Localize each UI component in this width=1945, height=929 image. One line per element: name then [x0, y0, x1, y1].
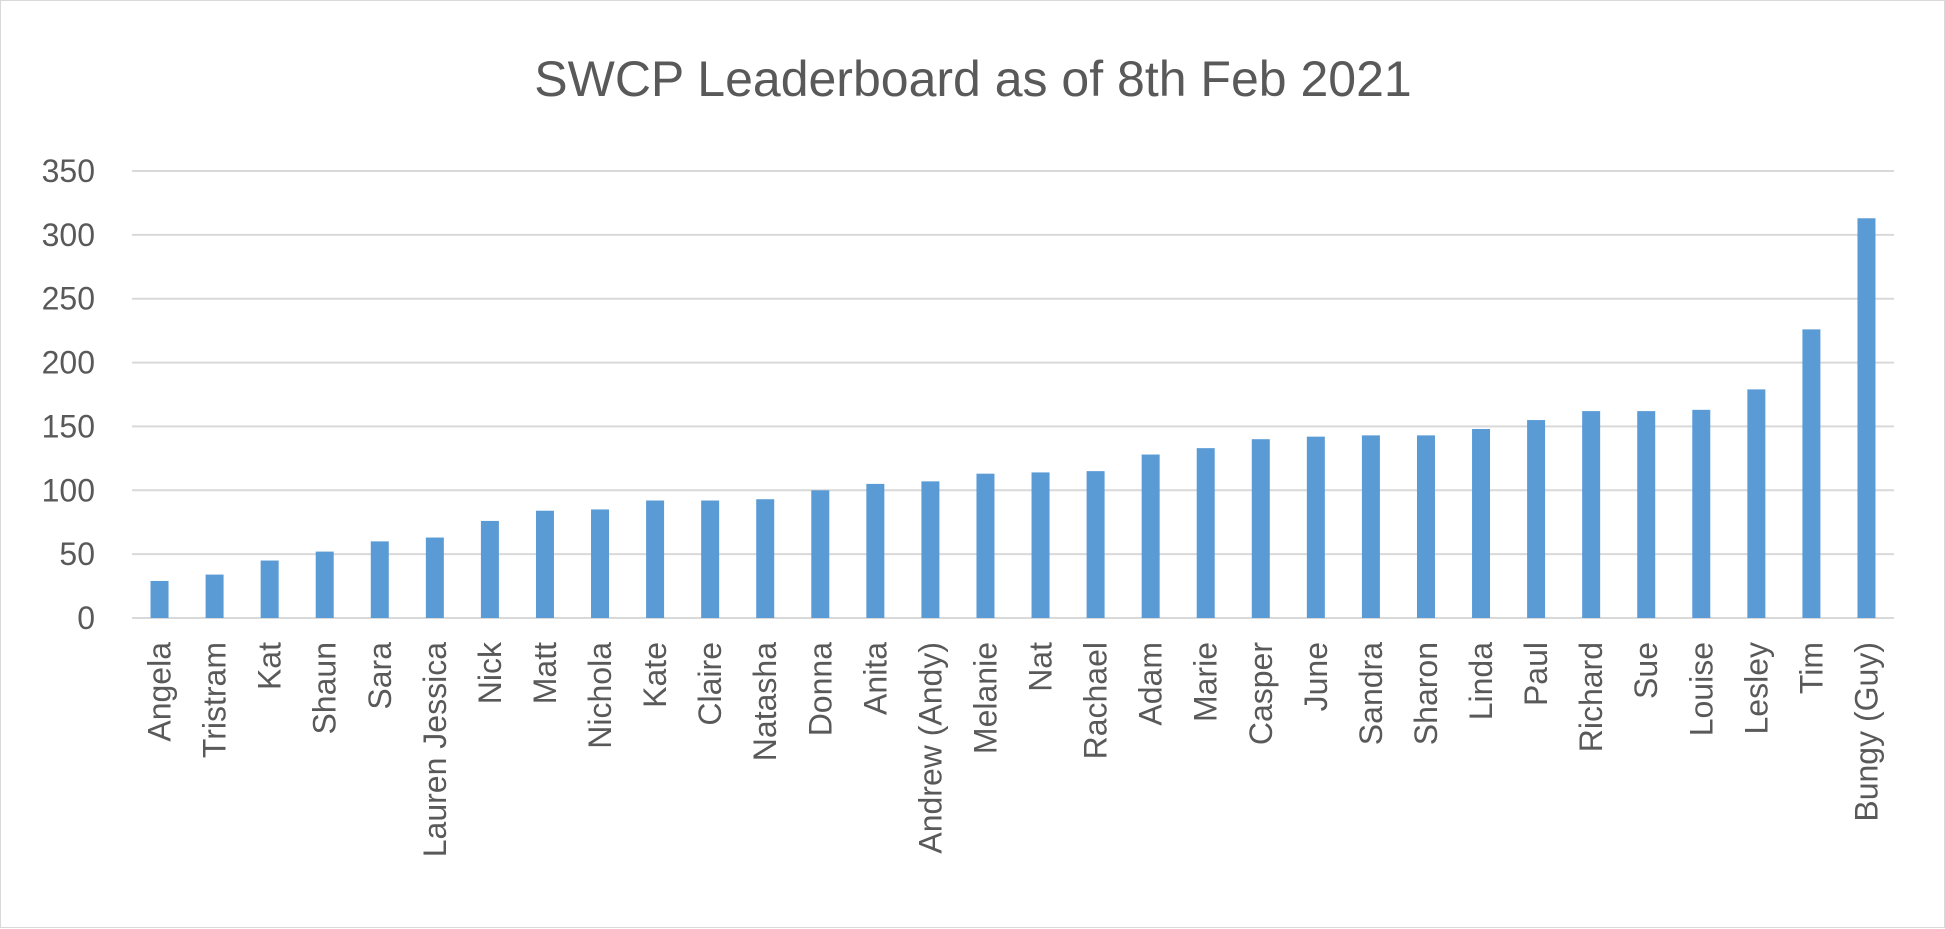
x-category-label: Nat — [1023, 642, 1059, 692]
bar — [591, 509, 610, 618]
x-category-label: Donna — [802, 642, 838, 737]
gridlines — [132, 170, 1894, 619]
bar — [701, 500, 720, 618]
x-axis-labels: Angela Tristram Kat Shaun Sara Lauren Jessica… — [142, 641, 1885, 857]
bar — [535, 510, 554, 618]
x-category-label: Adam — [1133, 642, 1169, 726]
x-category-label: June — [1298, 642, 1334, 711]
bar — [1141, 454, 1160, 618]
bar — [1472, 428, 1491, 618]
bar — [315, 551, 334, 618]
bar — [756, 499, 775, 618]
chart-title: SWCP Leaderboard as of 8th Feb 2021 — [534, 51, 1411, 107]
bar — [1031, 472, 1050, 618]
bar — [1086, 471, 1105, 618]
x-category-label: Rachael — [1078, 642, 1114, 759]
bar — [1361, 435, 1380, 618]
y-tick-label: 350 — [42, 153, 95, 189]
bar — [1416, 435, 1435, 618]
bar — [205, 574, 224, 618]
x-category-label: Tim — [1793, 642, 1829, 694]
y-tick-label: 100 — [42, 472, 95, 508]
bar — [866, 483, 885, 618]
bar — [1692, 409, 1711, 618]
x-category-label: Melanie — [967, 642, 1003, 754]
x-category-label: Sandra — [1353, 642, 1389, 745]
bar — [976, 473, 995, 618]
bar — [1196, 448, 1215, 618]
bar — [1251, 439, 1270, 618]
x-category-label: Sue — [1628, 642, 1664, 699]
bar — [1306, 436, 1325, 618]
x-category-label: Andrew (Andy) — [912, 642, 948, 854]
y-tick-label: 150 — [42, 408, 95, 444]
y-tick-label: 200 — [42, 345, 95, 381]
y-tick-label: 300 — [42, 217, 95, 253]
bars — [150, 218, 1876, 619]
bar — [646, 500, 665, 618]
x-category-label: Angela — [142, 642, 178, 742]
x-category-label: Nichola — [582, 642, 618, 749]
bar — [150, 580, 169, 618]
x-category-label: Linda — [1463, 642, 1499, 721]
bar — [1857, 218, 1876, 619]
bar — [1582, 411, 1601, 618]
bar — [1802, 329, 1821, 618]
bar — [1637, 411, 1656, 618]
x-category-label: Paul — [1518, 642, 1554, 706]
x-category-label: Shaun — [307, 642, 343, 735]
x-category-label: Richard — [1573, 642, 1609, 752]
bar — [260, 560, 279, 618]
y-axis-ticks: 0 50 100 150 200 250 300 350 — [42, 153, 95, 636]
x-category-label: Natasha — [747, 642, 783, 761]
y-tick-label: 50 — [59, 536, 95, 572]
bar — [811, 490, 830, 618]
x-category-label: Matt — [527, 642, 563, 704]
bar — [1747, 389, 1766, 618]
x-category-label: Casper — [1243, 642, 1279, 746]
x-category-label: Louise — [1683, 642, 1719, 736]
x-category-label: Bungy (Guy) — [1848, 642, 1884, 822]
x-category-label: Lesley — [1738, 642, 1774, 735]
x-category-label: Kat — [252, 642, 288, 690]
y-tick-label: 0 — [77, 600, 95, 636]
x-category-label: Claire — [692, 642, 728, 726]
bar — [1527, 420, 1546, 618]
y-tick-label: 250 — [42, 281, 95, 317]
x-category-label: Sharon — [1408, 642, 1444, 745]
x-category-label: Marie — [1188, 642, 1224, 722]
bar — [921, 481, 940, 618]
x-category-label: Sara — [362, 642, 398, 710]
bar — [425, 537, 444, 618]
x-category-label: Nick — [472, 641, 508, 704]
x-category-label: Kate — [637, 642, 673, 708]
x-category-label: Anita — [857, 642, 893, 715]
x-category-label: Lauren Jessica — [417, 642, 453, 857]
bar — [370, 541, 389, 618]
bar — [480, 520, 499, 618]
x-category-label: Tristram — [197, 642, 233, 758]
